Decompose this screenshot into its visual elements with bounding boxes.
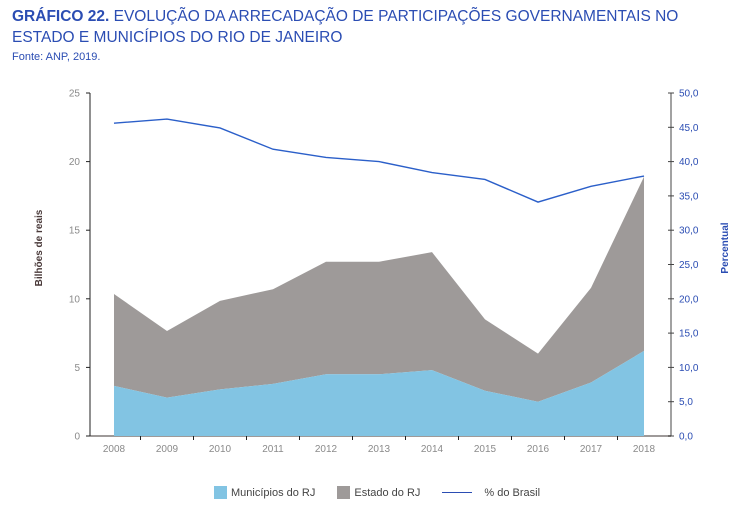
legend-label: Municípios do RJ xyxy=(231,486,316,499)
y-left-tick-label: 20 xyxy=(69,157,81,168)
y-left-tick-label: 15 xyxy=(69,226,81,237)
legend-line-brasil xyxy=(442,492,473,493)
y-right-tick-label: 15,0 xyxy=(679,329,699,340)
y-left-tick-label: 5 xyxy=(74,363,80,374)
legend-swatch-estado xyxy=(337,486,351,499)
area-estado-rj xyxy=(114,176,644,402)
x-tick-label-2018: 2018 xyxy=(633,444,656,455)
y-right-tick-label: 30,0 xyxy=(679,226,699,237)
x-tick-label-2008: 2008 xyxy=(103,444,126,455)
chart-title-number: GRÁFICO 22. xyxy=(12,8,110,25)
legend-label: Estado do RJ xyxy=(354,486,421,499)
x-tick-label-2016: 2016 xyxy=(527,444,550,455)
x-tick-label-2011: 2011 xyxy=(262,444,284,455)
x-tick-label-2010: 2010 xyxy=(209,444,232,455)
y-axis-left-label: Bilhões de reais xyxy=(34,209,45,286)
y-left-tick-label: 10 xyxy=(69,294,81,305)
x-tick-label-2014: 2014 xyxy=(421,444,444,455)
legend-swatch-municipios xyxy=(214,486,227,499)
chart-title: GRÁFICO 22. EVOLUÇÃO DA ARRECADAÇÃO DE P… xyxy=(12,6,732,48)
y-axis-right-label: Percentual xyxy=(720,222,731,273)
y-left-tick-label: 0 xyxy=(74,432,80,443)
y-right-tick-label: 10,0 xyxy=(679,363,699,374)
legend: Municípios do RJ Estado do RJ % do Brasi… xyxy=(214,486,562,499)
y-right-tick-label: 5,0 xyxy=(679,397,693,408)
x-tick-label-2009: 2009 xyxy=(156,444,179,455)
y-right-tick-label: 50,0 xyxy=(679,89,699,100)
chart-title-text: EVOLUÇÃO DA ARRECADAÇÃO DE PARTICIPAÇÕES… xyxy=(12,8,679,46)
line-percent-brasil xyxy=(113,118,645,203)
y-right-tick-label: 25,0 xyxy=(679,260,699,271)
x-tick-label-2017: 2017 xyxy=(580,444,603,455)
area-municipios-rj xyxy=(114,350,644,436)
y-right-tick-label: 45,0 xyxy=(679,123,699,134)
y-right-tick-label: 20,0 xyxy=(679,294,699,305)
chart-source: Fonte: ANP, 2019. xyxy=(12,51,101,63)
x-tick-label-2013: 2013 xyxy=(368,444,391,455)
legend-label: % do Brasil xyxy=(484,486,541,499)
y-right-tick-label: 40,0 xyxy=(679,157,699,168)
x-tick-label-2015: 2015 xyxy=(474,444,497,455)
legend-item-brasil: % do Brasil xyxy=(442,487,540,499)
y-left-tick-label: 25 xyxy=(69,89,81,100)
y-right-tick-label: 0,0 xyxy=(679,432,693,443)
y-right-tick-label: 35,0 xyxy=(679,191,699,202)
legend-item-municipios: Municípios do RJ xyxy=(214,486,315,499)
x-tick-label-2012: 2012 xyxy=(315,444,338,455)
legend-item-estado: Estado do RJ xyxy=(337,486,420,499)
